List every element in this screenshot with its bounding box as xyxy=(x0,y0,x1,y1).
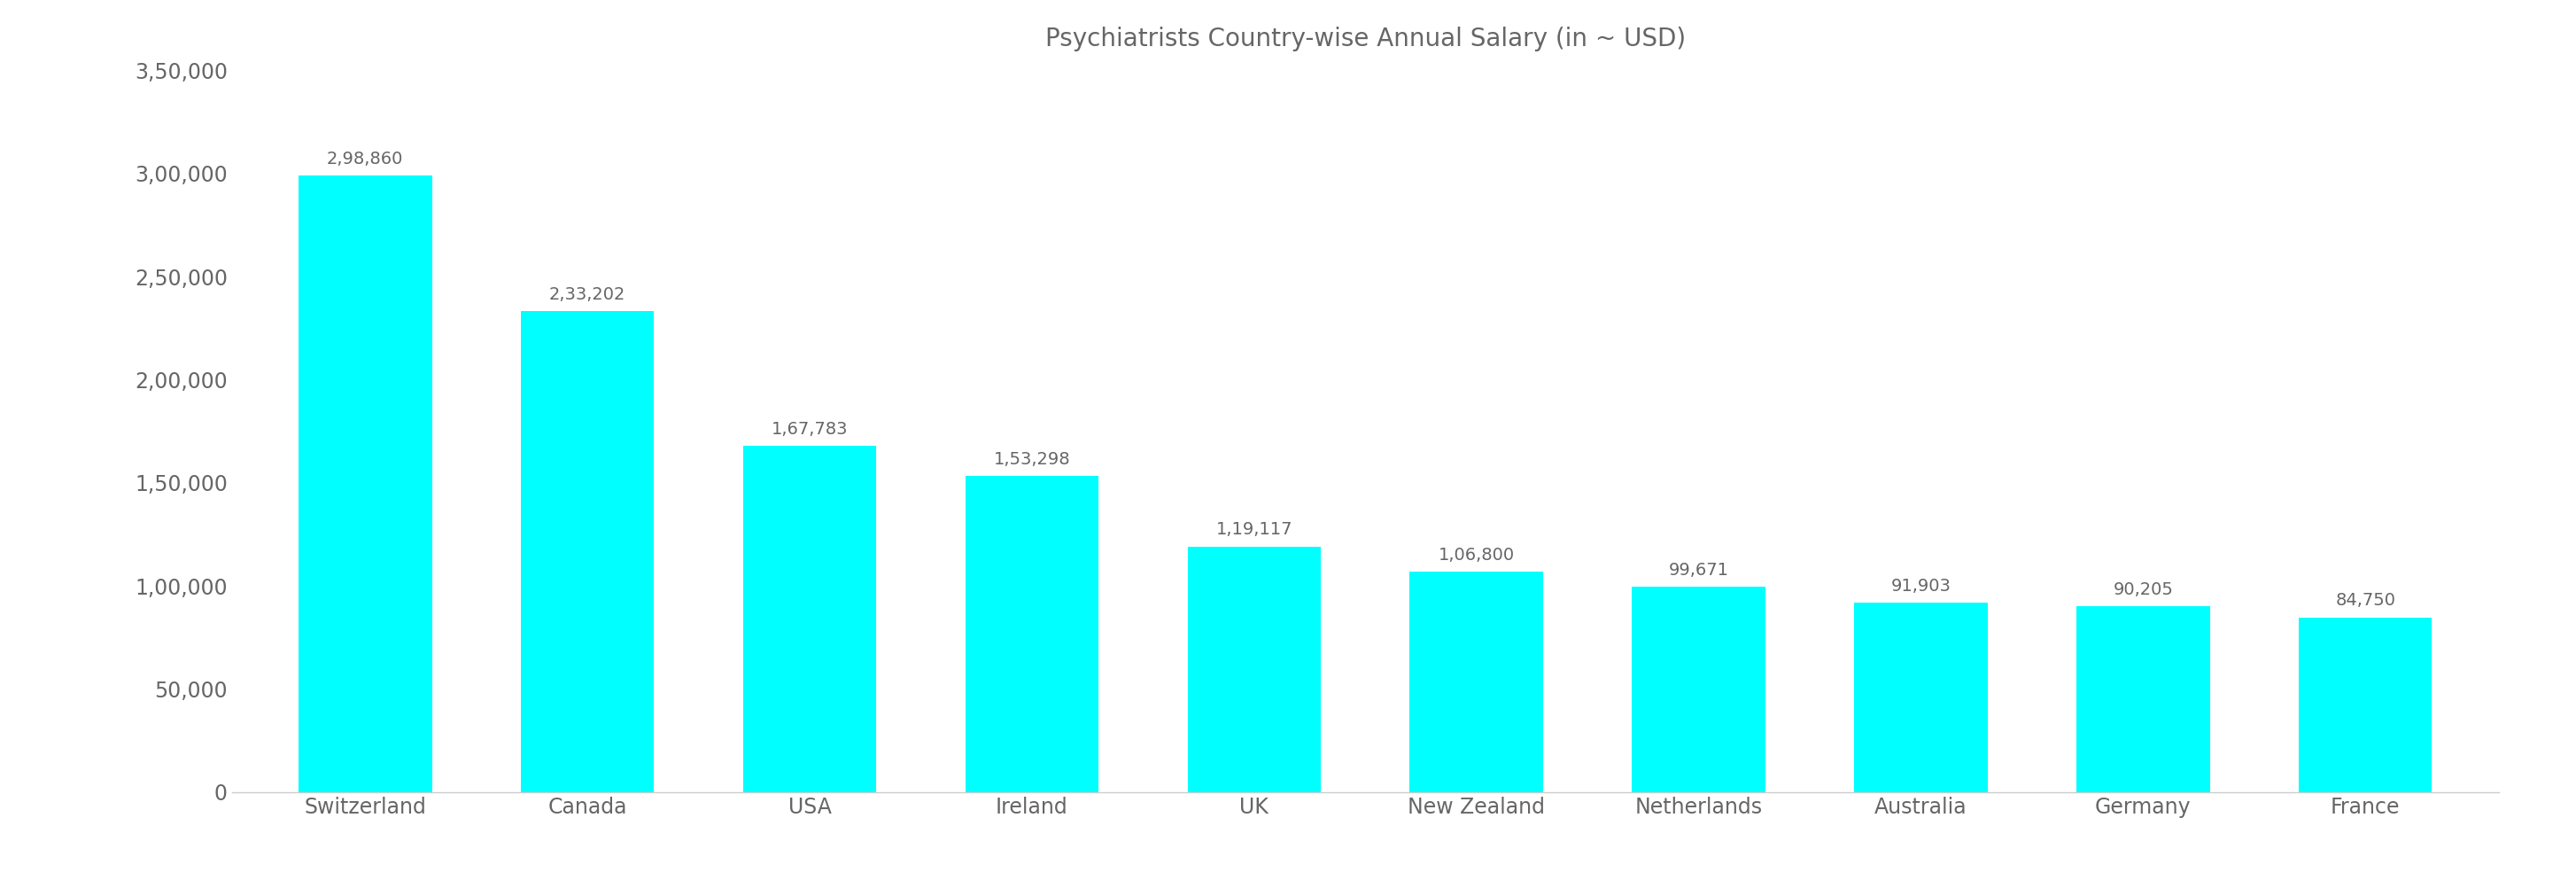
Text: 84,750: 84,750 xyxy=(2336,592,2396,609)
Bar xyxy=(520,312,654,792)
Text: 1,06,800: 1,06,800 xyxy=(1437,546,1515,563)
Text: 2,98,860: 2,98,860 xyxy=(327,150,404,167)
Text: 91,903: 91,903 xyxy=(1891,577,1950,594)
Bar xyxy=(1855,603,1989,792)
Bar xyxy=(742,446,876,792)
Bar xyxy=(1188,546,1321,792)
Text: 90,205: 90,205 xyxy=(2112,581,2174,598)
Bar xyxy=(1409,572,1543,792)
Text: 99,671: 99,671 xyxy=(1669,561,1728,578)
Bar xyxy=(2076,606,2210,792)
Bar xyxy=(299,176,433,792)
Text: 1,53,298: 1,53,298 xyxy=(994,451,1069,467)
Title: Psychiatrists Country-wise Annual Salary (in ~ USD): Psychiatrists Country-wise Annual Salary… xyxy=(1046,26,1685,51)
Text: 1,67,783: 1,67,783 xyxy=(770,421,848,438)
Text: 1,19,117: 1,19,117 xyxy=(1216,521,1293,539)
Bar xyxy=(1633,586,1765,792)
Bar xyxy=(966,476,1097,792)
Bar xyxy=(2298,617,2432,792)
Text: 2,33,202: 2,33,202 xyxy=(549,286,626,303)
